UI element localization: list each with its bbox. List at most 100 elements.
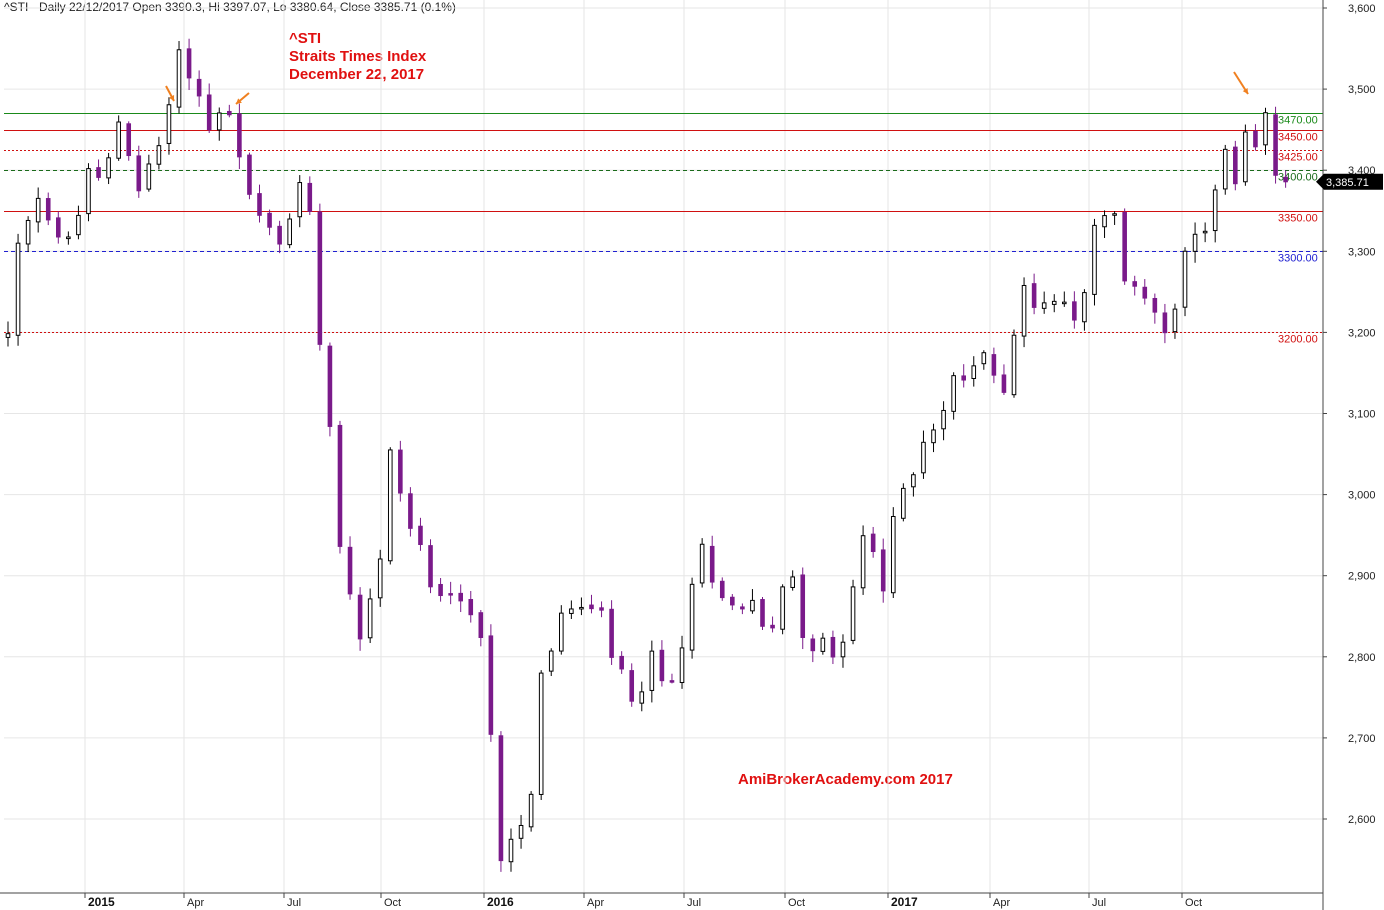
candle-body bbox=[830, 636, 836, 658]
candle-body bbox=[1192, 233, 1198, 252]
candle-body bbox=[790, 576, 795, 588]
candle-body bbox=[1092, 224, 1097, 295]
candle-body bbox=[880, 549, 886, 592]
candle-body bbox=[1011, 334, 1017, 396]
candle-body bbox=[45, 198, 51, 221]
candle-body bbox=[126, 123, 132, 157]
candle-body bbox=[599, 607, 604, 611]
candle-body bbox=[1283, 176, 1288, 183]
y-tick-label: 2,800 bbox=[1348, 652, 1376, 664]
candle-body bbox=[5, 333, 11, 338]
arrow-1-head bbox=[168, 95, 175, 101]
candle-body bbox=[760, 599, 765, 627]
arrows bbox=[165, 71, 1249, 105]
candle-body bbox=[367, 598, 373, 639]
candle-body bbox=[1082, 292, 1087, 323]
candle-body bbox=[820, 637, 826, 652]
candle-body bbox=[800, 574, 806, 638]
candle-body bbox=[1253, 130, 1258, 148]
candle-body bbox=[186, 48, 192, 79]
candle-body bbox=[488, 635, 494, 735]
level-label: 3200.00 bbox=[1278, 334, 1318, 346]
candle-body bbox=[418, 525, 423, 546]
candle-body bbox=[750, 599, 755, 612]
candle-body bbox=[196, 78, 202, 97]
arrow-2-head bbox=[236, 98, 242, 104]
candle-body bbox=[337, 424, 343, 547]
candle-body bbox=[146, 163, 152, 190]
candle-body bbox=[1001, 374, 1007, 393]
candle-body bbox=[961, 375, 967, 381]
x-tick-label: 2017 bbox=[891, 895, 918, 909]
candle-body bbox=[387, 449, 393, 562]
candle-body bbox=[307, 182, 313, 212]
candle-body bbox=[347, 546, 353, 595]
candle-body bbox=[438, 583, 443, 597]
candle-body bbox=[1062, 301, 1067, 305]
candle-body bbox=[1132, 281, 1138, 287]
candle-body bbox=[247, 154, 252, 195]
chart-index-name: Straits Times Index bbox=[289, 48, 427, 65]
level-lines: 3470.00 3450.00 3425.00 3400.00 3350.00 3300.… bbox=[4, 113, 1323, 346]
candle-body bbox=[317, 211, 323, 345]
x-tick-label: 2016 bbox=[487, 895, 514, 909]
candle-body bbox=[478, 612, 484, 638]
level-label: 3350.00 bbox=[1278, 213, 1318, 225]
candle-body bbox=[1031, 283, 1037, 308]
x-tick-label: Oct bbox=[1185, 897, 1202, 909]
y-tick-label: 3,500 bbox=[1348, 84, 1376, 96]
candle-body bbox=[96, 167, 101, 178]
candle-body bbox=[166, 104, 172, 144]
candle-body bbox=[730, 596, 735, 606]
candle-body bbox=[237, 113, 242, 158]
candle-body bbox=[1041, 302, 1047, 309]
chart-date: December 22, 2017 bbox=[289, 66, 425, 83]
candle-body bbox=[679, 647, 685, 684]
y-tick-label: 2,600 bbox=[1348, 814, 1376, 826]
x-tick-label: Apr bbox=[587, 897, 604, 909]
candle-body bbox=[216, 112, 222, 131]
candle-body bbox=[287, 218, 292, 246]
candle-body bbox=[1112, 213, 1117, 216]
candle-body bbox=[810, 638, 816, 652]
candle-body bbox=[931, 429, 936, 444]
grid-layer bbox=[4, 0, 1323, 893]
candle-body bbox=[911, 474, 916, 488]
candle-body bbox=[981, 352, 987, 365]
candle-body bbox=[699, 543, 705, 584]
candle-body bbox=[176, 49, 182, 108]
y-tick-label: 3,200 bbox=[1348, 327, 1376, 339]
x-tick-label: Jul bbox=[1092, 897, 1106, 909]
candle-body bbox=[971, 365, 977, 380]
candle-body bbox=[619, 655, 624, 670]
candle-body bbox=[76, 214, 81, 236]
x-tick-label: Apr bbox=[993, 897, 1010, 909]
candle-body bbox=[860, 535, 866, 589]
level-label: 3450.00 bbox=[1278, 132, 1318, 144]
chart-symbol: ^STI bbox=[289, 30, 322, 47]
candle-body bbox=[1122, 211, 1127, 282]
candle-body bbox=[709, 545, 715, 583]
y-tick-label: 3,300 bbox=[1348, 246, 1376, 258]
candles bbox=[5, 38, 1288, 872]
candle-body bbox=[921, 441, 926, 474]
candle-body bbox=[297, 182, 303, 218]
candle-body bbox=[1182, 250, 1188, 308]
candle-body bbox=[850, 586, 856, 641]
candle-body bbox=[1263, 112, 1268, 146]
candle-body bbox=[719, 580, 725, 599]
candle-body bbox=[408, 493, 413, 529]
candle-body bbox=[257, 193, 262, 216]
candle-body bbox=[609, 608, 614, 658]
level-label: 3470.00 bbox=[1278, 115, 1318, 127]
candle-body bbox=[468, 599, 474, 616]
candle-body bbox=[1233, 146, 1238, 185]
candle-body bbox=[629, 670, 635, 702]
candle-body bbox=[35, 197, 41, 223]
candle-body bbox=[327, 345, 333, 427]
candle-body bbox=[991, 354, 997, 376]
x-tick-label: 2015 bbox=[88, 895, 115, 909]
candle-body bbox=[106, 157, 111, 179]
y-tick-label: 2,900 bbox=[1348, 571, 1376, 583]
